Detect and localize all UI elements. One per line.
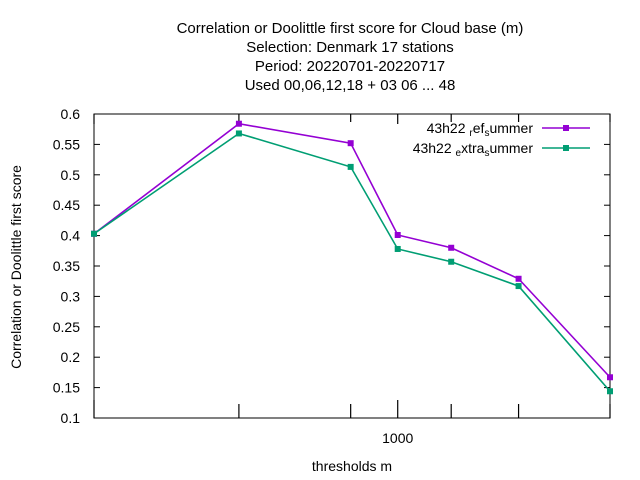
y-axis: 0.1 0.15 0.2 0.25 0.3 0.35 0.4 0.45 0.5 0.55 0.6 (53, 106, 610, 426)
data-point (515, 275, 522, 282)
data-point (91, 230, 97, 237)
plot-border (93, 113, 611, 419)
data-point (235, 130, 242, 137)
series-line (93, 122, 611, 378)
chart-title-line: Correlation or Doolittle first score for… (177, 20, 524, 37)
legend-label: 43h22 refsummer (427, 120, 534, 139)
chart-title: Correlation or Doolittle first score for… (177, 20, 524, 94)
legend-swatch-marker (563, 125, 569, 131)
y-axis-label: Correlation or Doolittle first score (8, 165, 24, 369)
data-point (394, 245, 401, 252)
data-point (347, 140, 354, 147)
data-point (607, 374, 613, 381)
data-point (515, 283, 522, 290)
y-tick-label: 0.4 (61, 228, 81, 244)
x-axis: 1000 (93, 114, 611, 446)
legend-swatch-marker (563, 145, 569, 151)
data-point (448, 258, 455, 265)
series-1 (91, 120, 613, 381)
legend-item: 43h22 refsummer (427, 120, 590, 139)
legend-label: 43h22 extrasummer (413, 140, 534, 159)
data-point (235, 120, 242, 127)
series-2 (91, 130, 613, 395)
series-group (91, 120, 613, 395)
y-tick-label: 0.3 (61, 288, 81, 304)
y-tick-label: 0.55 (53, 136, 80, 152)
series-line (93, 132, 611, 392)
y-tick-label: 0.5 (61, 167, 81, 183)
chart-title-line: Selection: Denmark 17 stations (246, 39, 454, 56)
y-tick-label: 0.45 (53, 197, 80, 213)
y-tick-label: 0.15 (53, 380, 80, 396)
x-axis-label: thresholds m (312, 458, 392, 474)
y-tick-label: 0.2 (61, 349, 81, 365)
legend-item: 43h22 extrasummer (413, 140, 590, 159)
data-point (607, 388, 613, 395)
x-tick-label: 1000 (382, 430, 413, 446)
data-point (347, 163, 354, 170)
y-tick-label: 0.25 (53, 319, 80, 335)
y-tick-label: 0.6 (61, 106, 81, 122)
data-point (448, 244, 455, 251)
chart-title-line: Used 00,06,12,18 + 03 06 ... 48 (245, 77, 456, 94)
chart-title-line: Period: 20220701-20220717 (255, 58, 445, 75)
plot-frame (93, 113, 611, 419)
y-tick-label: 0.1 (61, 410, 81, 426)
y-tick-label: 0.35 (53, 258, 80, 274)
data-point (394, 231, 401, 238)
